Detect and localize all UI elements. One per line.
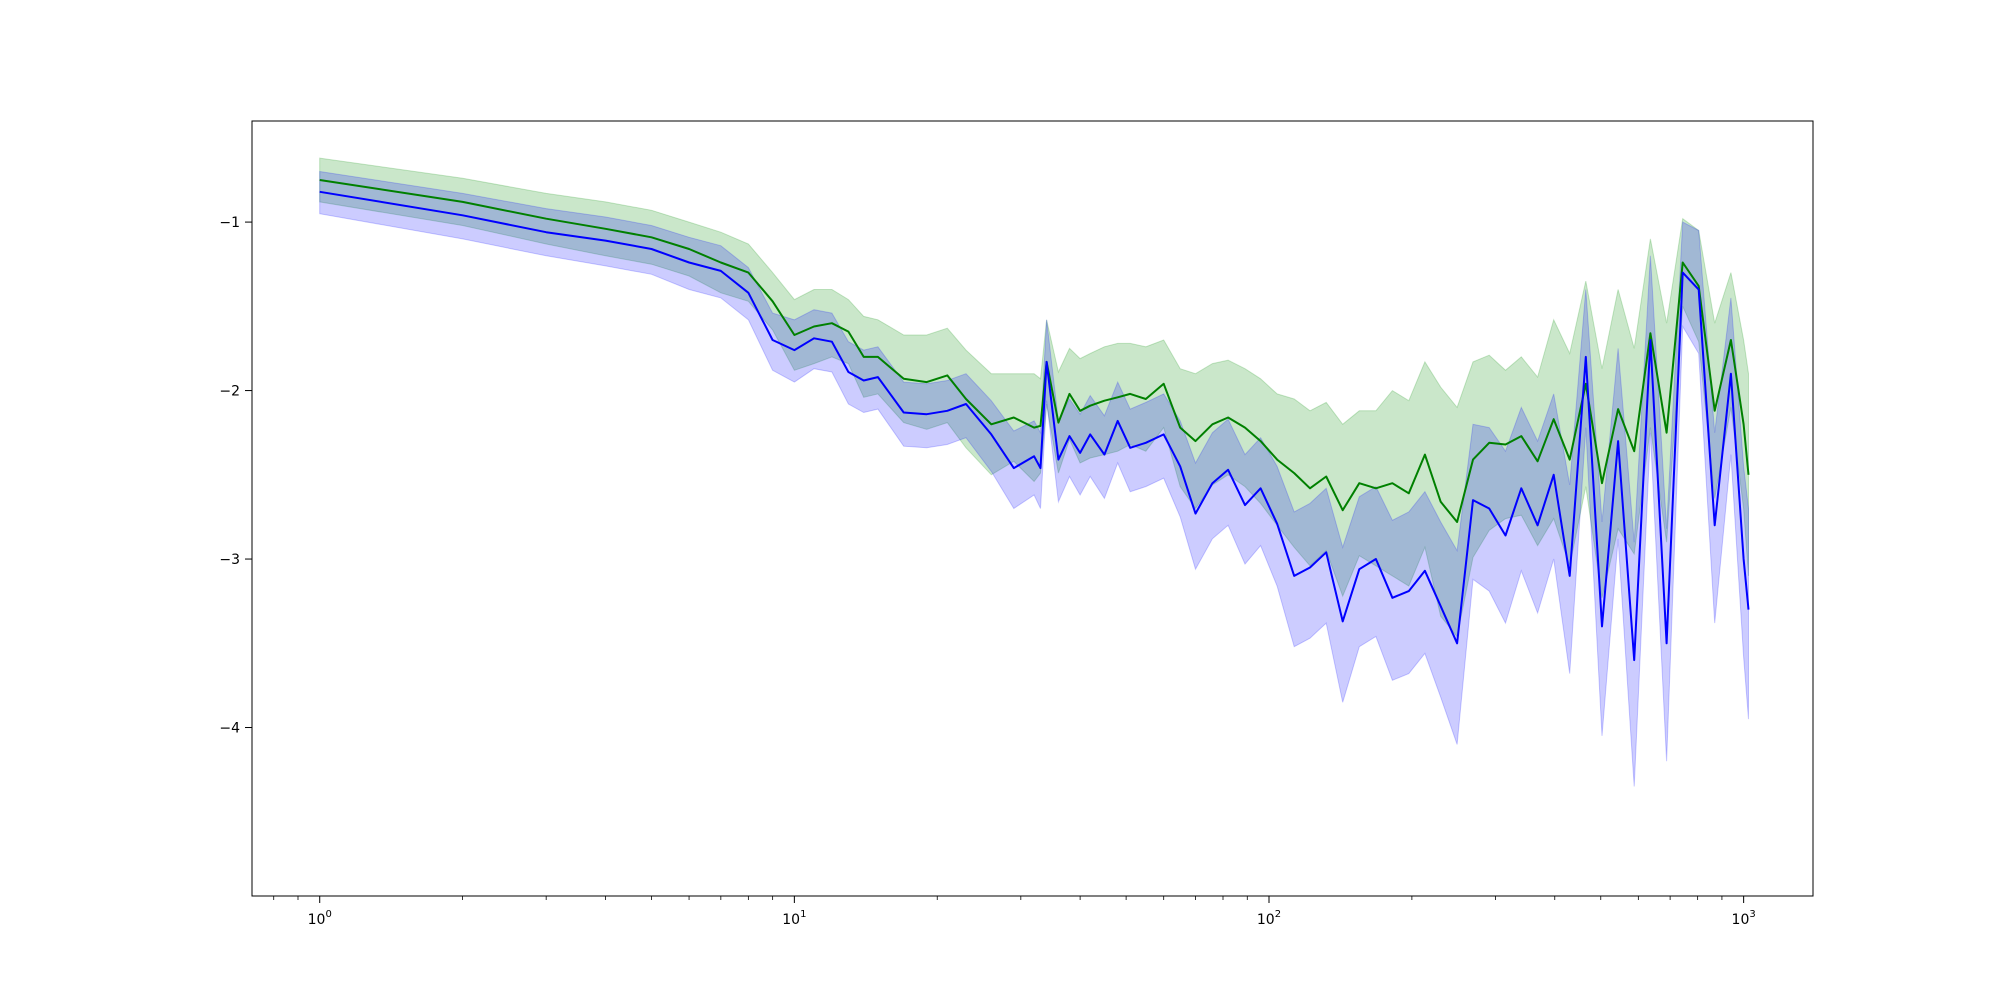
y-tick-label: −4 bbox=[219, 721, 240, 737]
y-tick-label: −3 bbox=[219, 552, 240, 568]
series-1-band bbox=[319, 170, 1749, 787]
series-lines bbox=[319, 179, 1750, 662]
x-tick-label: 101 bbox=[782, 909, 806, 928]
x-tick-label: 100 bbox=[308, 909, 332, 928]
x-tick-label: 102 bbox=[1257, 909, 1281, 928]
series-1-line bbox=[319, 190, 1750, 662]
confidence-bands bbox=[319, 157, 1749, 787]
x-tick-label: 103 bbox=[1732, 909, 1756, 928]
plot-frame bbox=[251, 120, 1814, 897]
y-tick-label: −1 bbox=[219, 215, 240, 231]
x-axis: 100 101 102 103 bbox=[273, 896, 1756, 928]
y-axis: −1 −2 −3 −4 bbox=[219, 215, 252, 737]
y-tick-label: −2 bbox=[219, 384, 240, 400]
series-0-line bbox=[319, 179, 1750, 523]
